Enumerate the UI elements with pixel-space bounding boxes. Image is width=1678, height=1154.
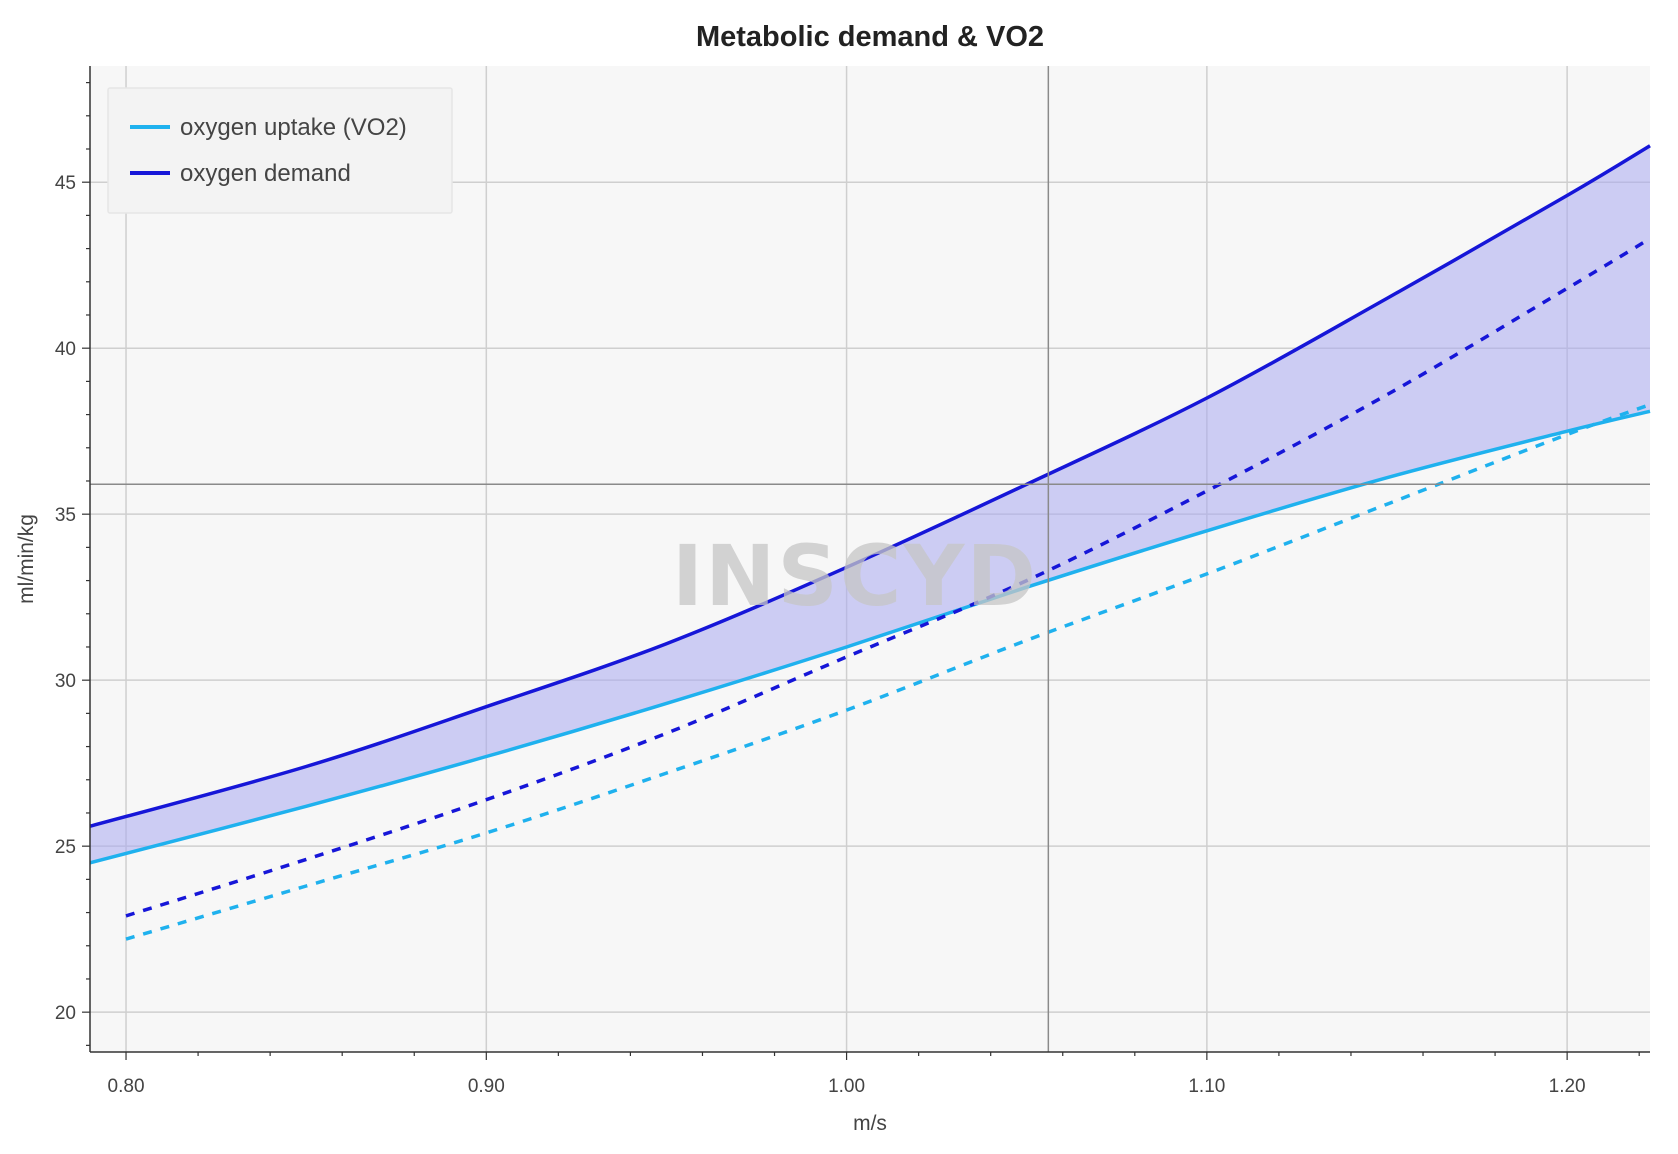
series-line-1 [89,144,1651,828]
y-tick-label: 30 [55,671,76,692]
y-tick-label: 25 [55,837,76,858]
fill-between-path [90,145,1650,863]
x-tick-label: 0.90 [468,1076,505,1097]
y-tick-label: 45 [55,173,76,194]
y-tick-label: 35 [55,505,76,526]
legend-box [107,87,453,214]
legend-label-1: oxygen demand [180,160,351,187]
chart-title: Metabolic demand & VO2 [696,21,1044,53]
x-axis-label: m/s [853,1112,887,1135]
crosshair [90,66,1650,1052]
y-tick-label: 20 [55,1003,76,1024]
x-tick-label: 0.80 [108,1076,145,1097]
axes: 20 25 30 35 40 45 0.80 0.90 1.00 1.10 1.20 [55,66,1650,1097]
x-tick-label: 1.00 [828,1076,865,1097]
y-axis-label: ml/min/kg [15,514,38,604]
fill-between-area [90,145,1650,863]
watermark: INSCYD [672,527,1038,625]
legend[interactable]: oxygen uptake (VO2) oxygen demand [107,87,453,214]
x-tick-label: 1.10 [1188,1076,1225,1097]
y-tick-label: 40 [55,339,76,360]
series-line-2 [125,237,1651,918]
x-tick-label: 1.20 [1549,1076,1586,1097]
legend-label-0: oxygen uptake (VO2) [180,114,407,141]
series-line-0 [89,409,1651,865]
